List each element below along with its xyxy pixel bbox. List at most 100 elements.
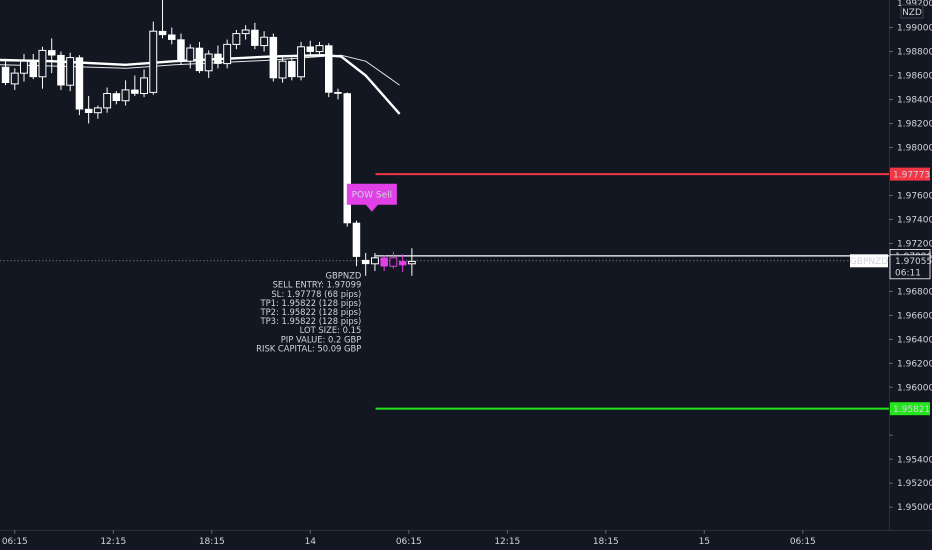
time-tick-label: 14 — [305, 537, 317, 547]
candle — [389, 257, 398, 267]
candle — [75, 57, 84, 110]
time-tick-label: 06:15 — [396, 537, 422, 547]
price-tick-label: 1.96000 — [897, 383, 932, 393]
price-tag-label: 1.97055 — [895, 257, 932, 267]
candle — [131, 89, 139, 94]
candle — [1, 66, 10, 83]
candle — [232, 33, 241, 45]
candle — [214, 53, 222, 64]
moving-averages — [0, 53, 401, 115]
time-tick-label: 12:15 — [100, 537, 126, 547]
time-tick-label: 18:15 — [199, 537, 225, 547]
candle — [241, 29, 250, 35]
candle — [20, 60, 28, 74]
trade-info-line: TP2: 1.95822 (128 pips) — [260, 307, 362, 317]
candle — [177, 39, 185, 62]
candle — [103, 93, 112, 109]
price-tick-label: 1.97200 — [897, 239, 932, 249]
moving-average-slow — [0, 54, 400, 86]
price-tick-label: 1.98800 — [897, 48, 932, 58]
candle — [57, 54, 65, 86]
price-tick-label: 1.96800 — [897, 287, 932, 297]
time-tick-label: 18:15 — [593, 537, 619, 547]
price-axis[interactable]: 1.95000 1.95200 1.95400 1.96000 1.96200 1.964… — [889, 0, 932, 513]
candle — [47, 50, 56, 56]
time-tick-label: 06:15 — [2, 537, 28, 547]
price-tick-label: 1.95400 — [897, 455, 932, 465]
trade-levels — [0, 173, 889, 410]
candle — [297, 46, 306, 78]
candle — [269, 36, 278, 79]
price-tag-label: 1.95821 — [893, 405, 930, 415]
price-tick-label: 1.96200 — [897, 359, 932, 369]
candle — [186, 47, 195, 62]
candle — [121, 89, 130, 102]
candle — [352, 222, 361, 257]
price-tick-label: 1.95200 — [897, 479, 932, 489]
trade-info-line: TP1: 1.95822 (128 pips) — [260, 298, 362, 308]
signal-tag[interactable]: POW Sell — [346, 183, 397, 212]
candles — [1, 0, 416, 276]
candle — [140, 77, 149, 95]
price-tag-tp — [890, 402, 930, 416]
currency-box[interactable] — [900, 4, 924, 19]
trade-info-line: RISK CAPITAL: 50.09 GBP — [256, 343, 361, 353]
candle — [334, 92, 342, 94]
candle — [93, 107, 102, 114]
time-tick-label: 06:15 — [790, 537, 816, 547]
candle — [361, 259, 370, 265]
candle — [66, 57, 75, 86]
trade-info-line: PIP VALUE: 0.2 GBP — [281, 334, 362, 344]
signal-tag-box[interactable] — [346, 183, 397, 212]
candle — [260, 36, 269, 47]
price-tick-label: 1.95000 — [897, 503, 932, 513]
price-tag-label: 1.97773 — [893, 170, 930, 180]
trade-info-line: TP3: 1.95822 (128 pips) — [260, 316, 362, 326]
moving-average-fast — [0, 53, 401, 115]
time-axis[interactable]: 06:15 12:15 18:15 14 06:15 12:15 18:15 15 06:15 — [2, 530, 816, 547]
candle — [204, 53, 213, 72]
candle — [84, 108, 93, 113]
candle — [223, 43, 232, 65]
price-tick-label: 1.98200 — [897, 120, 932, 130]
price-tick-label: 1.96400 — [897, 335, 932, 345]
price-tick-label: 1.98400 — [897, 96, 932, 106]
price-tick-label: 1.99000 — [897, 24, 932, 34]
price-tick-label-top: 1.99200 — [897, 0, 932, 9]
candle — [10, 72, 19, 85]
price-tag-sl — [890, 167, 930, 181]
price-tag-countdown: 06:11 — [895, 268, 921, 278]
candle — [315, 45, 324, 53]
candle — [29, 60, 37, 78]
currency-label: NZD — [902, 8, 922, 18]
price-tick-label: 1.97400 — [897, 215, 932, 225]
candle — [149, 30, 158, 93]
price-tick-label: 1.98600 — [897, 72, 932, 82]
symbol-tag-label: GBPNZD — [850, 257, 888, 267]
price-tick-label: 1.96600 — [897, 311, 932, 321]
price-tag-current — [889, 254, 931, 280]
candle — [195, 47, 204, 72]
candle — [288, 60, 296, 78]
time-tick-label: 15 — [699, 537, 710, 547]
candle — [398, 261, 407, 266]
candle — [324, 45, 333, 93]
trade-info-line: SELL ENTRY: 1.97099 — [273, 280, 362, 290]
candle — [278, 60, 287, 79]
candle — [112, 93, 121, 101]
symbol-tag — [850, 254, 888, 268]
candle — [251, 29, 259, 46]
price-tick-label: 1.98000 — [897, 144, 932, 154]
price-tick-label: 1.97600 — [897, 192, 932, 202]
candle — [380, 257, 388, 267]
candle — [407, 260, 416, 265]
candle — [38, 49, 47, 78]
candle — [306, 46, 314, 52]
trade-info-line: SL: 1.97778 (68 pips) — [271, 289, 361, 299]
trade-info-line: LOT SIZE: 0.15 — [300, 325, 362, 335]
trade-info-line: GBPNZD — [326, 271, 362, 281]
